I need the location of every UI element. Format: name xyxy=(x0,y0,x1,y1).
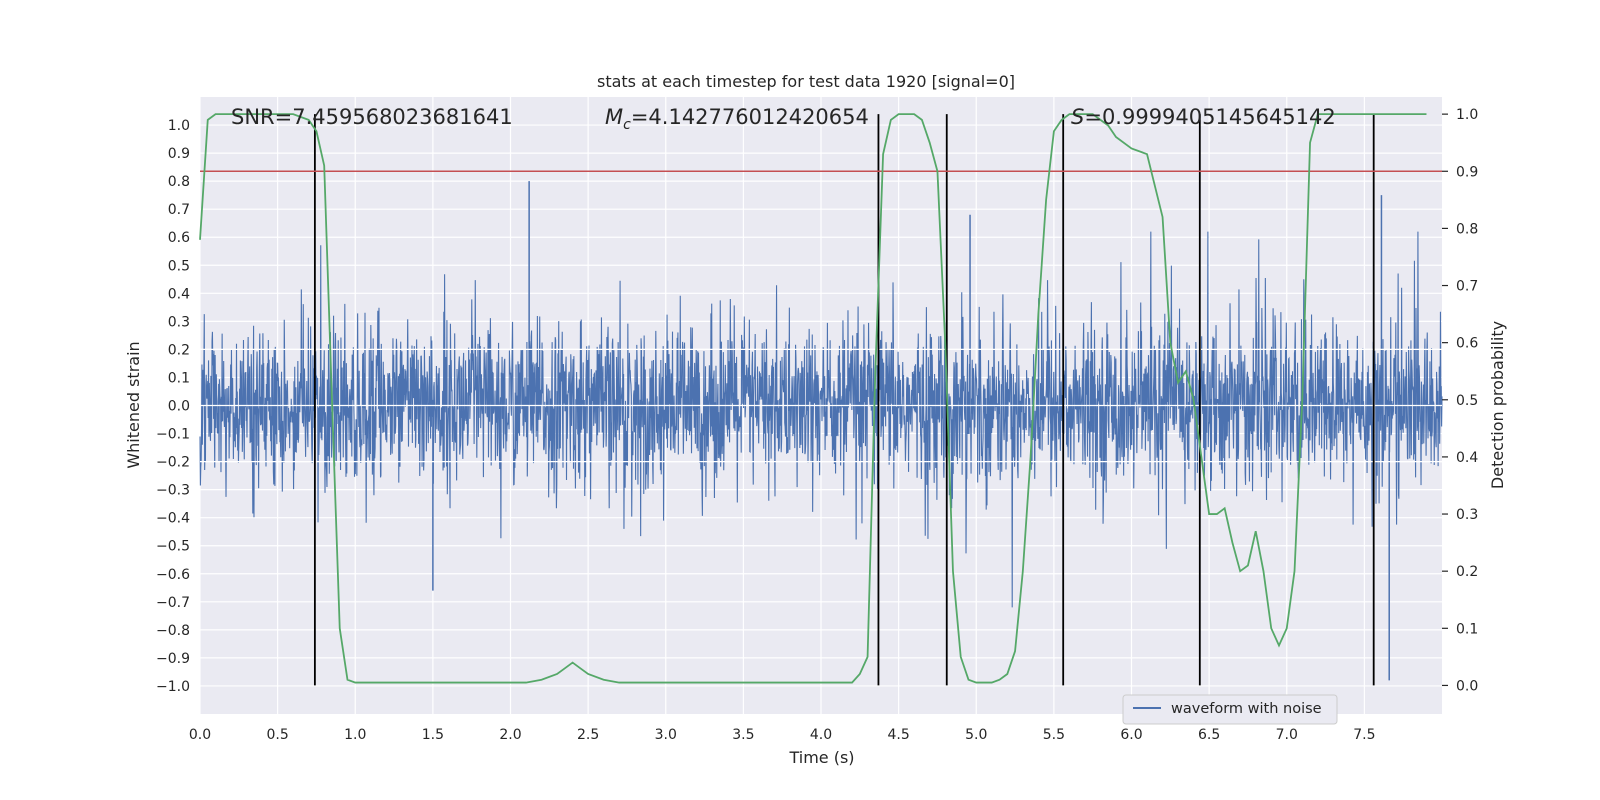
y-tick-label: −0.4 xyxy=(156,511,190,527)
x-tick-label: 3.5 xyxy=(732,727,754,743)
y-tick-label: 0.2 xyxy=(168,342,190,358)
x-axis-ticks: 0.0 0.5 1.0 1.5 2.0 2.5 3.0 3.5 4.0 4.5 5.0 5.5 6.0 6… xyxy=(189,727,1376,743)
x-tick-label: 4.0 xyxy=(810,727,832,743)
x-tick-label: 1.5 xyxy=(422,727,444,743)
x-tick-label: 7.0 xyxy=(1276,727,1298,743)
x-tick-label: 0.0 xyxy=(189,727,211,743)
y-tick-label: −0.8 xyxy=(156,623,190,639)
vertical-markers xyxy=(313,114,1375,686)
y-right-tick-label: 0.2 xyxy=(1456,564,1478,580)
s-annotation: S=0.9999405145645142 xyxy=(1071,105,1336,129)
x-tick-label: 5.0 xyxy=(965,727,987,743)
y-right-tick-label: 0.3 xyxy=(1456,507,1478,523)
y-tick-label: 0.7 xyxy=(168,202,190,218)
y-tick-label: −0.3 xyxy=(156,483,190,499)
x-tick-label: 0.5 xyxy=(266,727,288,743)
y-tick-label: 0.4 xyxy=(168,286,190,302)
y-tick-label: −0.1 xyxy=(156,427,190,443)
x-tick-label: 6.5 xyxy=(1198,727,1220,743)
x-tick-label: 2.0 xyxy=(499,727,521,743)
y-right-tick-label: 0.9 xyxy=(1456,164,1478,180)
x-tick-label: 1.0 xyxy=(344,727,366,743)
y-right-tick-label: 0.8 xyxy=(1456,221,1478,237)
s-value: =0.9999405145645142 xyxy=(1084,105,1335,129)
x-tick-label: 3.0 xyxy=(655,727,677,743)
legend: waveform with noise xyxy=(1122,694,1338,725)
y-axis-right-ticks: 1.0 0.9 0.8 0.7 0.6 0.5 0.4 0.3 0.2 0.1 0.0 xyxy=(1442,107,1478,694)
y-tick-label: −0.9 xyxy=(156,651,190,667)
x-tick-label: 7.5 xyxy=(1353,727,1375,743)
y-tick-label: 1.0 xyxy=(168,118,190,134)
x-axis-label: Time (s) xyxy=(788,748,854,767)
y-tick-label: 0.9 xyxy=(168,146,190,162)
probability-series xyxy=(199,113,1427,684)
x-tick-label: 2.5 xyxy=(577,727,599,743)
y-right-tick-label: 0.4 xyxy=(1456,450,1478,466)
x-tick-label: 6.0 xyxy=(1120,727,1142,743)
x-tick-label: 4.5 xyxy=(887,727,909,743)
legend-label-waveform: waveform with noise xyxy=(1171,701,1322,717)
y-tick-label: −1.0 xyxy=(156,679,190,695)
x-tick-label: 5.5 xyxy=(1043,727,1065,743)
y-right-tick-label: 0.1 xyxy=(1456,621,1478,637)
waveform-line xyxy=(199,231,1443,608)
y-tick-label: 0.3 xyxy=(168,314,190,330)
y-tick-label: 0.8 xyxy=(168,174,190,190)
y-tick-label: −0.2 xyxy=(156,455,190,471)
y-axis-ticks: 1.0 0.9 0.8 0.7 0.6 0.5 0.4 0.3 0.2 0.1 0.0 −0.1 −0.… xyxy=(156,118,190,695)
legend-box xyxy=(1122,694,1338,725)
y-right-tick-label: 1.0 xyxy=(1456,107,1478,123)
y-right-tick-label: 0.0 xyxy=(1456,678,1478,694)
y-right-tick-label: 0.7 xyxy=(1456,279,1478,295)
s-symbol: S xyxy=(1071,105,1084,129)
y-tick-label: −0.6 xyxy=(156,567,190,583)
y-tick-label: 0.1 xyxy=(168,370,190,386)
chart-title: stats at each timestep for test data 192… xyxy=(597,72,1015,91)
y-axis-right-label: Detection probability xyxy=(1488,321,1507,489)
waveform-series xyxy=(199,181,1443,681)
y-tick-label: 0.5 xyxy=(168,258,190,274)
y-right-tick-label: 0.5 xyxy=(1456,393,1478,409)
chirp-mass-annotation: Mc=4.142776012420654 xyxy=(605,105,869,133)
chirp-mass-subscript: c xyxy=(623,117,631,133)
y-tick-label: −0.5 xyxy=(156,539,190,555)
probability-line xyxy=(199,113,1427,684)
snr-annotation: SNR=7.459568023681641 xyxy=(231,105,513,129)
chirp-mass-value: =4.142776012420654 xyxy=(631,105,869,129)
y-tick-label: −0.7 xyxy=(156,595,190,611)
chirp-mass-symbol: M xyxy=(605,105,623,129)
y-axis-label: Whitened strain xyxy=(124,341,143,468)
y-right-tick-label: 0.6 xyxy=(1456,336,1478,352)
y-tick-label: 0.6 xyxy=(168,230,190,246)
y-tick-label: 0.0 xyxy=(168,399,190,415)
